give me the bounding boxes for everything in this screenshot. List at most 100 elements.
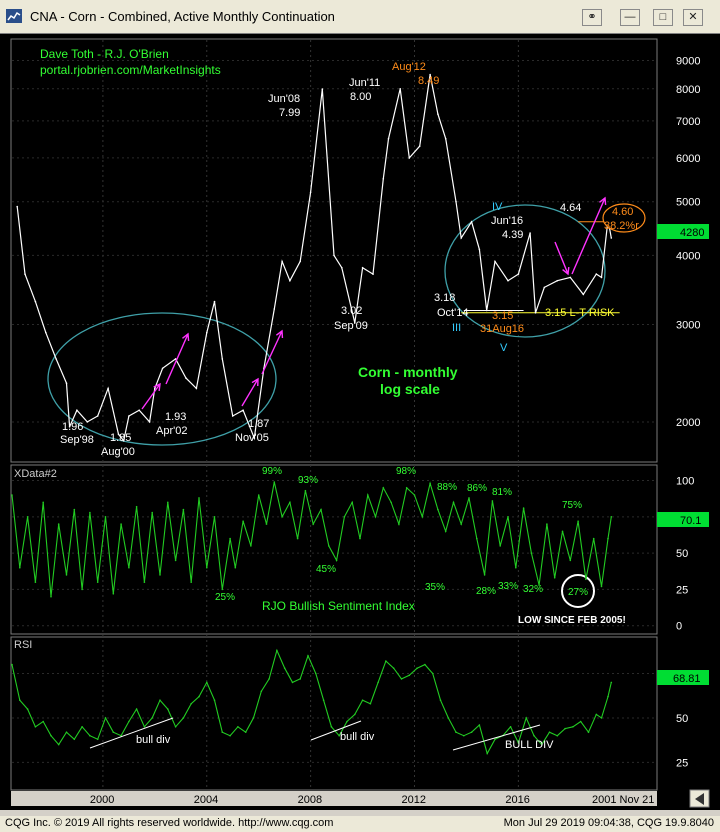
annotation-value: 8.00 [350,91,371,103]
data-point-rsi [182,717,185,719]
data-point-rsi [587,731,590,733]
data-point-price [299,260,302,263]
maximize-icon[interactable]: □ [653,9,673,26]
data-point-price [213,300,216,303]
data-point-price [34,300,37,303]
data-point-sentiment [73,508,76,511]
annotation-date: Oct'14 [437,307,468,319]
data-point-sentiment [89,511,91,514]
data-point-price [517,273,520,275]
data-point-sentiment [50,595,52,598]
data-point-rsi [307,655,309,657]
data-point-price [16,205,19,208]
data-point-price [460,237,463,239]
data-point-rsi [525,717,527,719]
data-point-sentiment [491,500,494,502]
y-tick-label: 50 [676,713,688,725]
annotation-date: 31Aug16 [480,323,524,335]
trend-arrow-head [182,332,190,342]
window-titlebar: CNA - Corn - Combined, Active Monthly Co… [0,0,720,34]
annotation-date: Sep'09 [334,320,368,332]
sentiment-label: RJO Bullish Sentiment Index [262,599,415,613]
accumulation-ellipse [47,312,277,446]
x-tick-label: 2016 [505,794,529,806]
annotation-value: 4.64 [560,202,581,214]
data-point-rsi [517,742,520,744]
data-point-sentiment [65,574,68,576]
data-point-price [556,279,559,282]
sentiment-pct: 35% [425,582,445,593]
data-point-sentiment [135,505,138,508]
data-point-price [231,415,234,417]
x-tick-label: 2004 [194,794,218,806]
data-point-price [242,409,244,412]
data-point-rsi [213,699,216,701]
data-point-price [543,286,546,289]
chart-svg[interactable]: 2000300040005000600070008000900002550751… [0,34,720,810]
close-icon[interactable]: ✕ [683,9,703,26]
data-point-rsi [607,695,609,698]
copyright-text: CQG Inc. © 2019 All rights reserved worl… [5,817,334,829]
data-point-price [361,266,364,269]
chart-app-icon [6,9,22,23]
data-point-sentiment [159,574,161,576]
data-point-sentiment [610,516,613,518]
data-point-rsi [509,726,512,728]
data-point-rsi [470,731,473,733]
data-point-sentiment [34,581,37,583]
annotation-date: Aug'12 [392,61,426,73]
data-point-rsi [34,726,37,728]
data-point-price [418,145,421,147]
data-point-price [529,232,531,234]
y-tick-label: 100 [676,476,694,488]
link-icon[interactable]: ⚭ [582,9,602,26]
data-point-rsi [151,717,153,719]
data-point-price [221,358,224,360]
sentiment-pct: 32% [523,584,543,595]
series-line-sentiment [11,481,612,597]
data-point-sentiment [221,588,224,591]
data-point-price [455,200,457,203]
data-point-price [569,276,572,279]
data-point-price [444,137,447,140]
data-point-rsi [455,731,457,733]
data-point-rsi [478,724,481,726]
data-point-price [65,382,68,385]
trend-arrow [141,383,161,410]
wave-label: III [452,322,461,334]
sentiment-pct: 28% [476,586,496,597]
data-point-price [600,276,603,279]
data-point-sentiment [561,530,564,533]
data-point-price [76,409,78,412]
minimize-icon[interactable]: — [620,9,640,26]
data-point-price [86,421,89,423]
data-point-sentiment [452,501,455,504]
data-point-rsi [57,743,60,746]
time-axis-strip[interactable] [11,791,657,806]
site-label: portal.rjobrien.com/MarketInsights [40,63,221,77]
data-point-rsi [73,738,76,741]
annotation-value: 1.87 [248,418,269,430]
annotation-value: 3.18 [434,292,455,304]
data-point-price [429,73,431,76]
y-tick-label: 25 [676,584,688,596]
price-last-value-box [657,224,709,239]
data-point-price [107,387,109,390]
sentiment-pct: 86% [467,483,487,494]
data-point-rsi [595,713,598,716]
scroll-icon[interactable] [689,789,710,808]
data-point-price [195,387,198,390]
chart-area[interactable]: 2000300040005000600070008000900002550751… [0,34,720,810]
trend-arrow-head [562,266,570,276]
y-tick-label: 9000 [676,55,700,67]
data-point-sentiment [390,501,392,504]
y-tick-label: 0 [676,621,682,633]
annotation-date: Jun'16 [491,215,523,227]
data-point-sentiment [229,537,231,540]
data-point-rsi [377,681,379,684]
data-point-rsi [299,678,302,680]
divergence-label: bull div [340,731,375,743]
data-point-rsi [579,720,582,723]
data-point-price [174,358,177,360]
data-point-rsi [486,752,489,755]
